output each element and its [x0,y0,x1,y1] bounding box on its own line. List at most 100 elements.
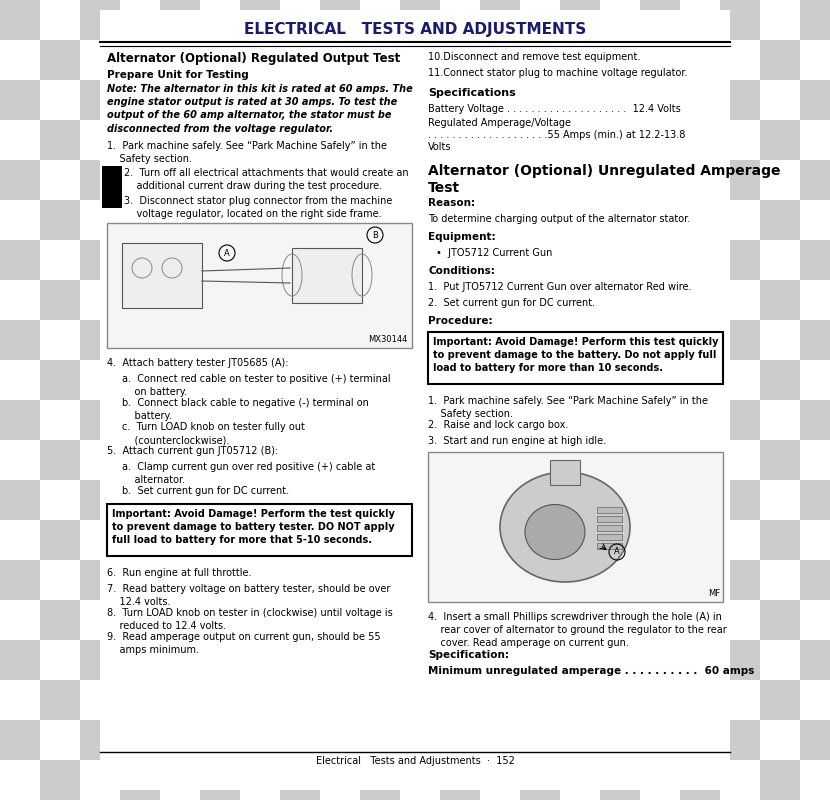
Text: Battery Voltage . . . . . . . . . . . . . . . . . . . .  12.4 Volts: Battery Voltage . . . . . . . . . . . . … [428,104,681,114]
Bar [760,600,800,640]
Text: b.  Set current gun for DC current.: b. Set current gun for DC current. [122,486,289,496]
Bar [320,680,360,720]
Bar [40,720,80,760]
Bar [360,360,400,400]
Bar [560,0,600,40]
Text: 8.  Turn LOAD knob on tester in (clockwise) until voltage is
    reduced to 12.4: 8. Turn LOAD knob on tester in (clockwis… [107,608,393,631]
Bar [80,640,120,680]
Bar [440,280,480,320]
Text: A: A [224,249,230,258]
Bar [320,760,360,800]
Bar [520,760,560,800]
Bar [240,480,280,520]
Bar [680,0,720,40]
Bar [0,360,40,400]
Bar [600,120,640,160]
Bar [200,680,240,720]
Bar [560,480,600,520]
Text: 6.  Run engine at full throttle.: 6. Run engine at full throttle. [107,568,251,578]
Bar [520,560,560,600]
Bar [800,0,830,40]
Bar [200,120,240,160]
Bar [120,80,160,120]
Bar [720,40,760,80]
Bar [240,120,280,160]
Bar [280,560,320,600]
Bar [640,400,680,440]
Bar [440,480,480,520]
Bar [280,760,320,800]
Bar [160,680,200,720]
Text: Minimum unregulated amperage . . . . . . . . . .  60 amps: Minimum unregulated amperage . . . . . .… [428,666,754,676]
Bar [560,280,600,320]
Bar [760,240,800,280]
Bar [160,120,200,160]
Bar [760,400,800,440]
Bar [80,680,120,720]
Bar [640,480,680,520]
Bar [680,520,720,560]
Bar [520,400,560,440]
Bar [680,560,720,600]
Bar [400,640,440,680]
Bar [400,760,440,800]
Bar [520,40,560,80]
Bar [760,280,800,320]
Bar [800,200,830,240]
Bar [160,200,200,240]
Bar [680,600,720,640]
Bar [120,200,160,240]
Bar [0,280,40,320]
Bar [600,200,640,240]
Bar [597,534,622,540]
Bar [280,80,320,120]
Bar [200,0,240,40]
Bar [160,480,200,520]
Bar [560,160,600,200]
Bar [480,400,520,440]
Bar [800,400,830,440]
Bar [440,640,480,680]
Bar [0,160,40,200]
Bar [240,560,280,600]
Bar [600,320,640,360]
Bar [160,720,200,760]
Bar [600,600,640,640]
Bar [560,80,600,120]
Bar [520,80,560,120]
Bar [0,80,40,120]
Bar [440,600,480,640]
Text: c.  Turn LOAD knob on tester fully out
    (counterclockwise).: c. Turn LOAD knob on tester fully out (c… [122,422,305,445]
Bar [720,0,760,40]
Text: a.  Connect red cable on tester to positive (+) terminal
    on battery.: a. Connect red cable on tester to positi… [122,374,391,397]
Bar [360,200,400,240]
Text: Alternator (Optional) Regulated Output Test: Alternator (Optional) Regulated Output T… [107,52,400,65]
Bar [160,600,200,640]
Bar [40,760,80,800]
Bar [320,280,360,320]
Bar [560,120,600,160]
Text: 2.  Raise and lock cargo box.: 2. Raise and lock cargo box. [428,420,569,430]
Bar [428,332,723,384]
Bar [480,440,520,480]
Bar [200,560,240,600]
Bar [760,480,800,520]
Bar [597,516,622,522]
Bar [120,400,160,440]
Bar [520,320,560,360]
Bar [560,600,600,640]
Bar [360,640,400,680]
Bar [480,680,520,720]
Bar [280,520,320,560]
Bar [240,440,280,480]
Bar [120,40,160,80]
Bar [200,720,240,760]
Bar [160,240,200,280]
Bar [720,80,760,120]
Bar [80,720,120,760]
Bar [400,560,440,600]
Text: Important: Avoid Damage! Perform this test quickly
to prevent damage to the batt: Important: Avoid Damage! Perform this te… [433,337,719,374]
Bar [280,40,320,80]
Bar [40,480,80,520]
Bar [800,600,830,640]
